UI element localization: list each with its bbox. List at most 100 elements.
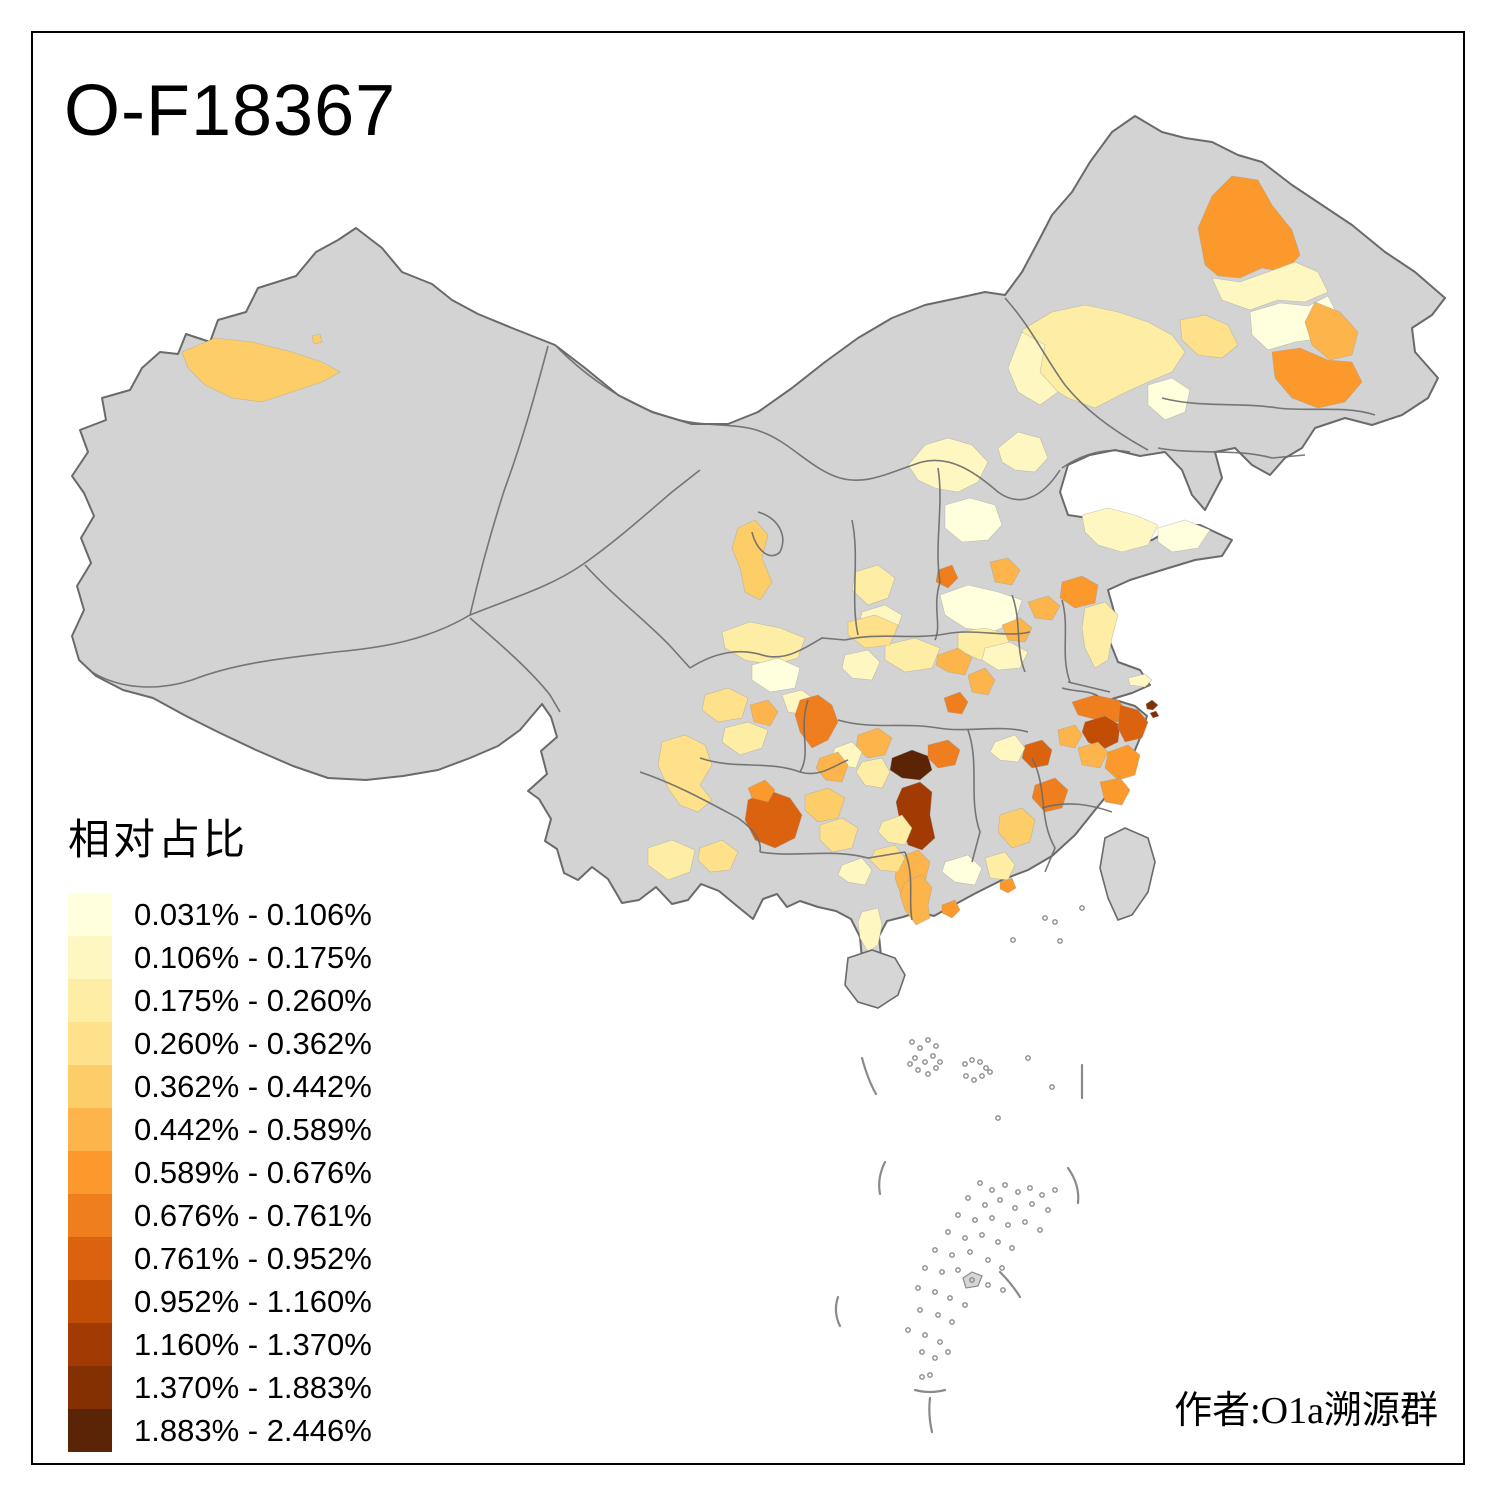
sea-island-dot <box>985 1282 991 1288</box>
province-border <box>751 511 784 557</box>
map-region-bin-2 <box>1127 673 1153 688</box>
map-region-bin-1 <box>1157 519 1211 553</box>
map-region-bin-3 <box>877 814 913 846</box>
map-region-bin-2 <box>841 649 881 681</box>
sea-island-dot <box>983 1065 989 1071</box>
map-region-bin-5 <box>997 807 1036 849</box>
province-border <box>689 637 846 669</box>
legend-row: 0.031% - 0.106% <box>68 893 372 936</box>
sea-island-dot <box>932 1247 938 1253</box>
map-region-bin-4 <box>869 844 906 873</box>
sea-island-dot <box>915 1067 921 1073</box>
legend-swatch <box>68 936 112 979</box>
legend-swatch <box>68 893 112 936</box>
south-sea-islet <box>962 1271 983 1289</box>
map-region-bin-5 <box>804 787 846 823</box>
province-border <box>469 469 701 616</box>
sea-island-dot <box>955 1212 961 1218</box>
sea-island-dot <box>917 1307 923 1313</box>
legend-swatch <box>68 1366 112 1409</box>
province-border <box>699 757 849 775</box>
legend-label: 0.952% - 1.160% <box>134 1283 372 1319</box>
sea-island-dot <box>962 1061 968 1067</box>
hainan-island <box>844 949 906 1009</box>
province-border <box>967 729 981 863</box>
map-region-bin-2 <box>907 437 989 493</box>
map-region-bin-3 <box>884 637 941 673</box>
map-region-bin-7 <box>1197 175 1301 279</box>
sea-island-dot <box>1025 1055 1031 1061</box>
legend-swatch <box>68 1323 112 1366</box>
map-region-bin-2 <box>857 907 883 953</box>
map-region-bin-5 <box>181 337 341 403</box>
sea-island-dot <box>949 1319 955 1325</box>
map-region-bin-7 <box>1099 777 1131 806</box>
map-region-bin-2 <box>989 734 1026 763</box>
sea-island-dot <box>909 1039 915 1045</box>
map-region-bin-6 <box>749 699 779 727</box>
legend: 相对占比 0.031% - 0.106% 0.106% - 0.175% 0.175… <box>68 806 372 1452</box>
legend-label: 1.370% - 1.883% <box>134 1369 372 1405</box>
sea-island-dot <box>937 1339 943 1345</box>
map-region-bin-7 <box>1271 347 1363 409</box>
sea-island-dot <box>937 1059 943 1065</box>
legend-label: 1.160% - 1.370% <box>134 1326 372 1362</box>
sea-island-dot <box>935 1312 941 1318</box>
map-region-bin-3 <box>851 564 896 606</box>
sea-island-dot <box>927 1372 933 1378</box>
sea-island-dot <box>933 1043 939 1049</box>
sea-island-dot <box>922 1265 928 1271</box>
sea-island-dot <box>1002 1182 1008 1188</box>
province-border <box>1011 594 1026 673</box>
sea-island-dot <box>930 1053 936 1059</box>
map-region-bin-7 <box>1104 744 1141 781</box>
province-border <box>1061 599 1071 683</box>
sea-island-dot <box>989 1187 995 1193</box>
sea-island-dot <box>962 1302 968 1308</box>
sea-island-dot <box>932 1355 938 1361</box>
sea-island-dot <box>965 1195 971 1201</box>
map-region-bin-3 <box>721 721 769 756</box>
sea-island-dot <box>1000 1287 1006 1293</box>
legend-row: 0.362% - 0.442% <box>68 1065 372 1108</box>
map-region-bin-3 <box>1081 601 1119 669</box>
legend-label: 1.883% - 2.446% <box>134 1412 372 1448</box>
province-border <box>557 347 1061 501</box>
province-border <box>799 699 809 773</box>
province-border <box>851 519 859 636</box>
sea-island-dot <box>1029 1201 1035 1207</box>
legend-swatch <box>68 1108 112 1151</box>
legend-swatch <box>68 1151 112 1194</box>
sea-boundary-arc <box>878 1160 887 1196</box>
legend-swatch <box>68 1022 112 1065</box>
map-region-bin-2 <box>1081 507 1159 553</box>
sea-island-dot <box>939 1269 945 1275</box>
sea-island-dot <box>933 1065 939 1071</box>
sea-island-dot <box>919 1349 925 1355</box>
sea-island-dot <box>945 1349 951 1355</box>
page-title: O-F18367 <box>64 71 397 151</box>
sea-island-dot <box>977 1180 983 1186</box>
legend-label: 0.589% - 0.676% <box>134 1154 372 1190</box>
legend-swatch <box>68 1194 112 1237</box>
sea-island-dot <box>925 1037 931 1043</box>
legend-row: 0.260% - 0.362% <box>68 1022 372 1065</box>
province-border <box>904 851 913 921</box>
province-border <box>1061 687 1099 697</box>
map-region-bin-2 <box>1007 331 1059 406</box>
sea-island-dot <box>969 1277 975 1283</box>
sea-island-dot <box>972 1217 978 1223</box>
sea-island-dot <box>947 1295 953 1301</box>
sea-island-dot <box>925 1071 931 1077</box>
legend-row: 1.370% - 1.883% <box>68 1366 372 1409</box>
map-region-bin-6 <box>1027 595 1061 621</box>
province-border <box>934 467 941 641</box>
sea-island-dot <box>979 1232 985 1238</box>
sea-island-dot <box>1015 1189 1021 1195</box>
sea-island-dot <box>1057 938 1063 944</box>
province-border <box>759 851 906 859</box>
map-region-bin-5 <box>731 519 773 601</box>
map-region-bin-9 <box>1021 739 1053 769</box>
sea-island-dot <box>977 1059 983 1065</box>
sea-island-dot <box>1045 1207 1051 1213</box>
